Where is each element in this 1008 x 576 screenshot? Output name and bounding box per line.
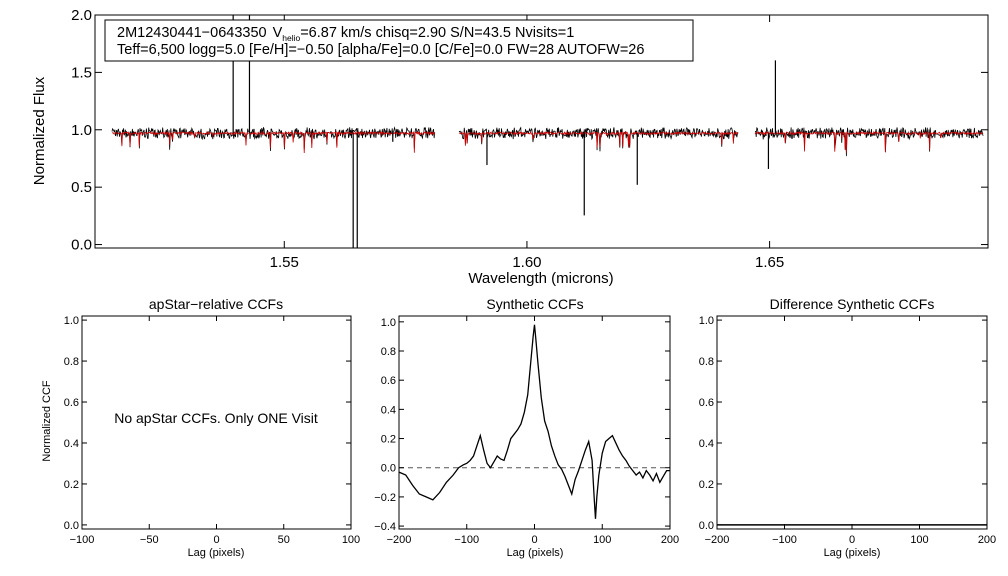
synthetic-ccf-axes: −200 −100 0 100 200 −0.4 −0.2 0.0 0.2 0.4 0.6 0.8 1.… <box>374 316 679 546</box>
synthetic-ccf-x-label: Lag (pixels) <box>507 547 564 559</box>
apstar-ccf-y-label: Normalized CCF <box>41 380 53 462</box>
spectrum-y-tick-label: 2.0 <box>71 7 92 24</box>
apstar-ccf-panel: apStar−relative CCFs −100 −50 0 50 100 0.0 0.2… <box>41 296 360 559</box>
apstar-ccf-y-tick-label: 0.2 <box>64 479 79 491</box>
spectrum-x-tick-label: 1.55 <box>270 254 299 271</box>
synthetic-ccf-y-tick-label: 0.2 <box>381 434 396 446</box>
apstar-ccf-axes: −100 −50 0 50 100 0.0 0.2 0.4 0.6 0.8 1.0 <box>64 315 360 546</box>
difference-ccf-panel: Difference Synthetic CCFs −200 −100 0 100 20… <box>699 296 996 559</box>
spectrum-x-tick-label: 1.65 <box>755 254 784 271</box>
synthetic-ccf-x-tick-label: −100 <box>454 534 479 546</box>
synthetic-ccf-plot-area <box>398 324 670 519</box>
spectrum-y-tick-label: 0.0 <box>71 237 92 254</box>
info-line-1: 2M12430441−0643350 Vhelio=6.87 km/s chisq… <box>117 25 574 43</box>
apstar-ccf-y-tick-label: 0.0 <box>64 520 79 532</box>
info-v-sub: helio <box>282 33 300 43</box>
synthetic-ccf-x-tick-label: −200 <box>387 534 412 546</box>
synthetic-ccf-y-tick-label: −0.4 <box>374 521 396 533</box>
apstar-ccf-x-label: Lag (pixels) <box>188 547 245 559</box>
apstar-ccf-title: apStar−relative CCFs <box>149 296 283 312</box>
apstar-ccf-y-tick-label: 0.4 <box>64 438 79 450</box>
difference-ccf-x-tick-label: 100 <box>910 534 928 546</box>
apstar-ccf-y-tick-label: 0.6 <box>64 397 79 409</box>
spectrum-x-tick-label: 1.60 <box>512 254 541 271</box>
synthetic-ccf-y-tick-label: 0.0 <box>381 463 396 475</box>
synthetic-ccf-y-tick-label: 0.8 <box>381 346 396 358</box>
info-line-2: Teff=6,500 logg=5.0 [Fe/H]=−0.50 [alpha/… <box>117 42 644 58</box>
difference-ccf-x-tick-label: 200 <box>978 534 996 546</box>
synthetic-ccf-panel: Synthetic CCFs −200 −100 0 100 200 −0.4 −0.2 0.… <box>374 296 679 559</box>
synthetic-ccf-x-tick-label: 100 <box>593 534 611 546</box>
difference-ccf-axes: −200 −100 0 100 200 0.0 0.2 0.4 0.6 0.8 1.0 <box>699 315 996 546</box>
difference-ccf-y-tick-label: 1.0 <box>699 315 714 327</box>
apstar-ccf-y-tick-label: 1.0 <box>64 315 79 327</box>
apstar-ccf-annotation: No apStar CCFs. Only ONE Visit <box>114 410 318 426</box>
model-spectrum-line <box>111 130 436 153</box>
synthetic-ccf-y-tick-label: 0.4 <box>381 404 396 416</box>
synthetic-ccf-x-tick-label: 0 <box>531 534 537 546</box>
observed-spectrum-line <box>754 126 984 157</box>
spectrum-frame <box>94 14 989 249</box>
difference-ccf-x-tick-label: 0 <box>849 534 855 546</box>
difference-ccf-y-tick-label: 0.0 <box>699 520 714 532</box>
apstar-ccf-x-tick-label: 50 <box>278 534 290 546</box>
info-star-id: 2M12430441−0643350 <box>117 25 267 41</box>
synthetic-ccf-title: Synthetic CCFs <box>486 296 583 312</box>
synthetic-ccf-line <box>398 324 670 519</box>
difference-ccf-x-tick-label: −200 <box>705 534 730 546</box>
apstar-ccf-x-tick-label: −50 <box>140 534 159 546</box>
difference-ccf-x-label: Lag (pixels) <box>824 547 881 559</box>
info-box-frame <box>104 19 694 62</box>
synthetic-ccf-frame <box>398 315 671 530</box>
spectrum-panel: 1.55 1.60 1.65 0.0 0.5 1.0 1.5 2.0 2M12430441−0… <box>31 7 989 287</box>
info-line-1-values: =6.87 km/s chisq=2.90 S/N=43.5 Nvisits=1 <box>300 25 574 41</box>
difference-ccf-y-tick-label: 0.2 <box>699 479 714 491</box>
spectrum-y-tick-label: 1.5 <box>71 64 92 81</box>
synthetic-ccf-x-tick-label: 200 <box>661 534 679 546</box>
difference-ccf-x-tick-label: −100 <box>772 534 797 546</box>
synthetic-ccf-y-tick-label: 0.6 <box>381 375 396 387</box>
spectrum-x-label: Wavelength (microns) <box>468 270 613 287</box>
synthetic-ccf-y-tick-label: −0.2 <box>374 492 396 504</box>
difference-ccf-y-tick-label: 0.4 <box>699 438 714 450</box>
apstar-ccf-x-tick-label: 0 <box>213 534 219 546</box>
spectrum-y-tick-label: 0.5 <box>71 179 92 196</box>
spectrum-plot-area <box>111 15 984 248</box>
difference-ccf-y-tick-label: 0.8 <box>699 356 714 368</box>
difference-ccf-title: Difference Synthetic CCFs <box>770 296 935 312</box>
spectrum-info-box: 2M12430441−0643350 Vhelio=6.87 km/s chisq… <box>104 19 694 62</box>
difference-ccf-frame <box>716 315 988 530</box>
synthetic-ccf-y-tick-label: 1.0 <box>381 317 396 329</box>
apstar-ccf-x-tick-label: 100 <box>342 534 360 546</box>
apstar-ccf-x-tick-label: −100 <box>70 534 95 546</box>
info-v-prefix: V <box>273 25 283 41</box>
observed-spectrum-line <box>111 126 436 151</box>
observed-spectrum-line <box>458 126 739 152</box>
model-spectrum-line <box>458 130 739 148</box>
spectrum-y-tick-label: 1.0 <box>71 122 92 139</box>
difference-ccf-y-tick-label: 0.6 <box>699 397 714 409</box>
spectrum-y-label: Normalized Flux <box>31 76 48 185</box>
apstar-ccf-frame <box>81 315 352 530</box>
apstar-ccf-y-tick-label: 0.8 <box>64 356 79 368</box>
model-spectrum-line <box>754 130 984 153</box>
